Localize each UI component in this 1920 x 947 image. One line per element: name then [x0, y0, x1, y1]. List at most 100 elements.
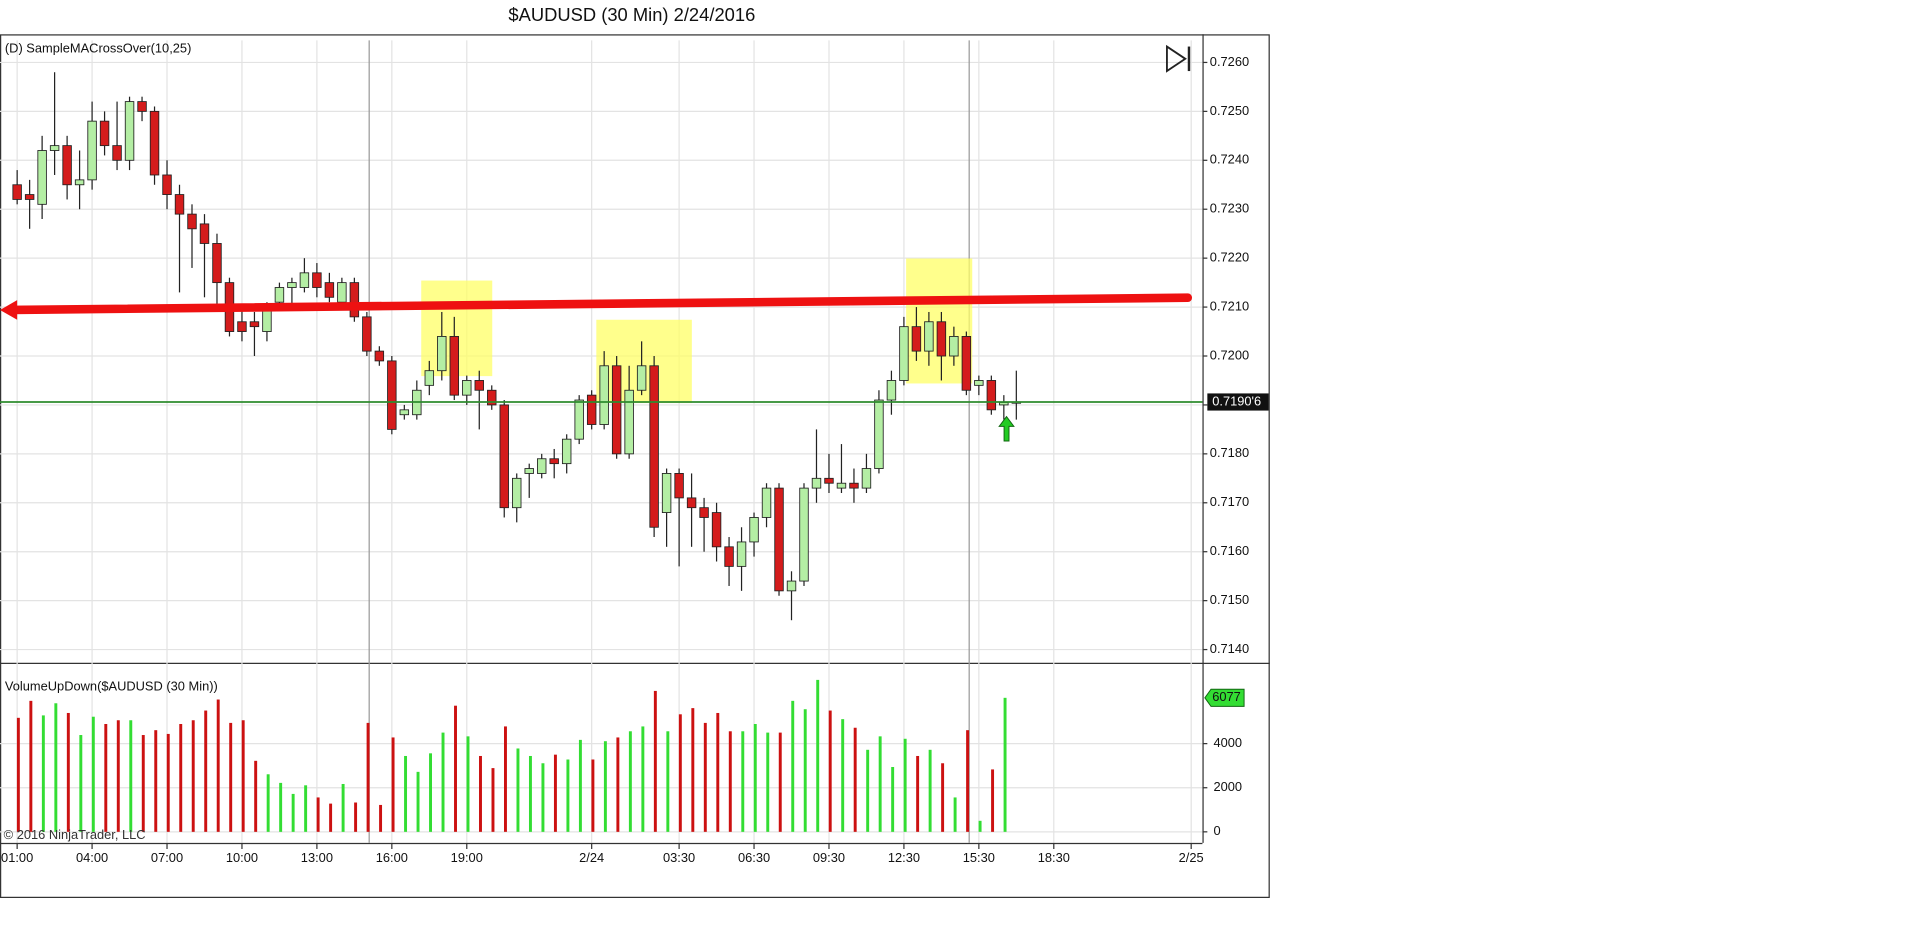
x-tick-label: 2/24 — [579, 850, 604, 865]
volume-bar — [341, 783, 345, 832]
candle-body — [561, 438, 572, 465]
candle-body — [374, 350, 385, 362]
last-price-label: 0.7190'6 — [1212, 393, 1261, 408]
volume-bar — [116, 720, 120, 832]
volume-bar — [528, 755, 532, 832]
volume-bar — [741, 731, 745, 832]
x-tick-label: 04:00 — [76, 850, 108, 865]
volume-bar — [678, 714, 682, 832]
volume-bar — [454, 705, 457, 832]
candle-body — [861, 468, 872, 489]
volume-bar — [628, 731, 632, 832]
volume-bar — [716, 712, 720, 832]
candle-body — [624, 389, 634, 455]
candle-body — [836, 482, 847, 489]
volume-bar — [778, 732, 782, 832]
candle-body — [137, 101, 147, 112]
candle-body — [549, 458, 559, 465]
y-tick-label: 4000 — [1213, 735, 1242, 750]
candle-body — [512, 477, 522, 509]
volume-bar — [791, 700, 795, 832]
volume-bar — [916, 755, 920, 832]
candle-body — [674, 473, 684, 499]
candle-body — [899, 326, 909, 381]
candle-body — [586, 394, 597, 425]
x-tick-label: 09:30 — [813, 850, 845, 865]
x-tick-label: 12:30 — [888, 850, 920, 865]
candle-body — [611, 365, 622, 455]
x-tick-label: 07:00 — [151, 850, 183, 865]
candle-body — [487, 389, 497, 406]
volume-bar — [479, 755, 482, 832]
entry-arrow — [998, 415, 1015, 442]
volume-bar — [229, 722, 233, 832]
volume-bar — [316, 797, 320, 832]
volume-bar — [866, 749, 870, 832]
volume-bar — [728, 731, 732, 832]
volume-bar — [366, 722, 370, 832]
volume-bar — [66, 712, 70, 832]
y-tick-label: 0.7150 — [1210, 592, 1249, 607]
volume-bar — [91, 716, 95, 832]
play-icon[interactable] — [1166, 44, 1191, 73]
candle-body — [886, 380, 897, 401]
candle-body — [536, 458, 547, 474]
volume-bar — [803, 709, 807, 832]
volume-bar — [391, 737, 395, 832]
volume-bar — [304, 785, 308, 832]
volume-bar — [516, 748, 520, 832]
y-tick-label: 0.7210 — [1210, 298, 1249, 313]
volume-bar — [504, 726, 507, 832]
y-tick-label: 0.7160 — [1210, 543, 1249, 558]
candle-body — [774, 487, 784, 592]
y-tick-label: 0 — [1213, 823, 1220, 838]
candle-body — [324, 282, 335, 298]
volume-bar — [641, 726, 645, 832]
y-tick-label: 0.7240 — [1210, 152, 1249, 167]
candle-body — [424, 370, 435, 386]
candle-body — [824, 477, 834, 484]
x-tick-label: 13:00 — [301, 850, 333, 865]
volume-bar — [578, 739, 582, 832]
candle-body — [786, 580, 797, 592]
volume-bar — [29, 700, 33, 832]
candle-body — [399, 409, 410, 416]
candle-body — [112, 145, 122, 161]
candle-body — [237, 321, 247, 332]
candle-body — [936, 321, 947, 357]
candle-body — [449, 336, 459, 396]
volume-bar — [429, 753, 432, 832]
candle-body — [312, 272, 322, 288]
volume-bar — [379, 804, 383, 832]
candle-body — [49, 145, 60, 151]
volume-box — [1204, 688, 1245, 707]
volume-bar — [553, 754, 557, 832]
volume-bar — [16, 717, 20, 832]
candle-body — [661, 473, 672, 514]
volume-bar — [141, 735, 145, 832]
volume-bar — [41, 715, 45, 832]
volume-bar — [753, 724, 757, 832]
volume-bar — [216, 699, 220, 832]
candle-body — [162, 174, 172, 195]
x-tick-label: 19:00 — [451, 850, 483, 865]
volume-bar — [841, 719, 845, 832]
candle-body — [924, 321, 934, 352]
candle-body — [337, 282, 347, 303]
x-tick-label: 06:30 — [738, 850, 770, 865]
volume-bar — [54, 703, 58, 832]
candle-body — [711, 512, 722, 548]
candle-body — [87, 120, 97, 181]
volume-bar — [79, 735, 83, 832]
volume-bar — [853, 727, 857, 832]
volume-bar — [653, 690, 657, 832]
volume-bar — [941, 763, 945, 832]
volume-bar — [416, 771, 420, 832]
volume-bar — [616, 737, 620, 832]
volume-bar — [291, 793, 295, 832]
volume-bar — [129, 720, 133, 832]
y-tick-label: 2000 — [1213, 779, 1242, 794]
indicator-label: VolumeUpDown($AUDUSD (30 Min)) — [5, 679, 218, 694]
